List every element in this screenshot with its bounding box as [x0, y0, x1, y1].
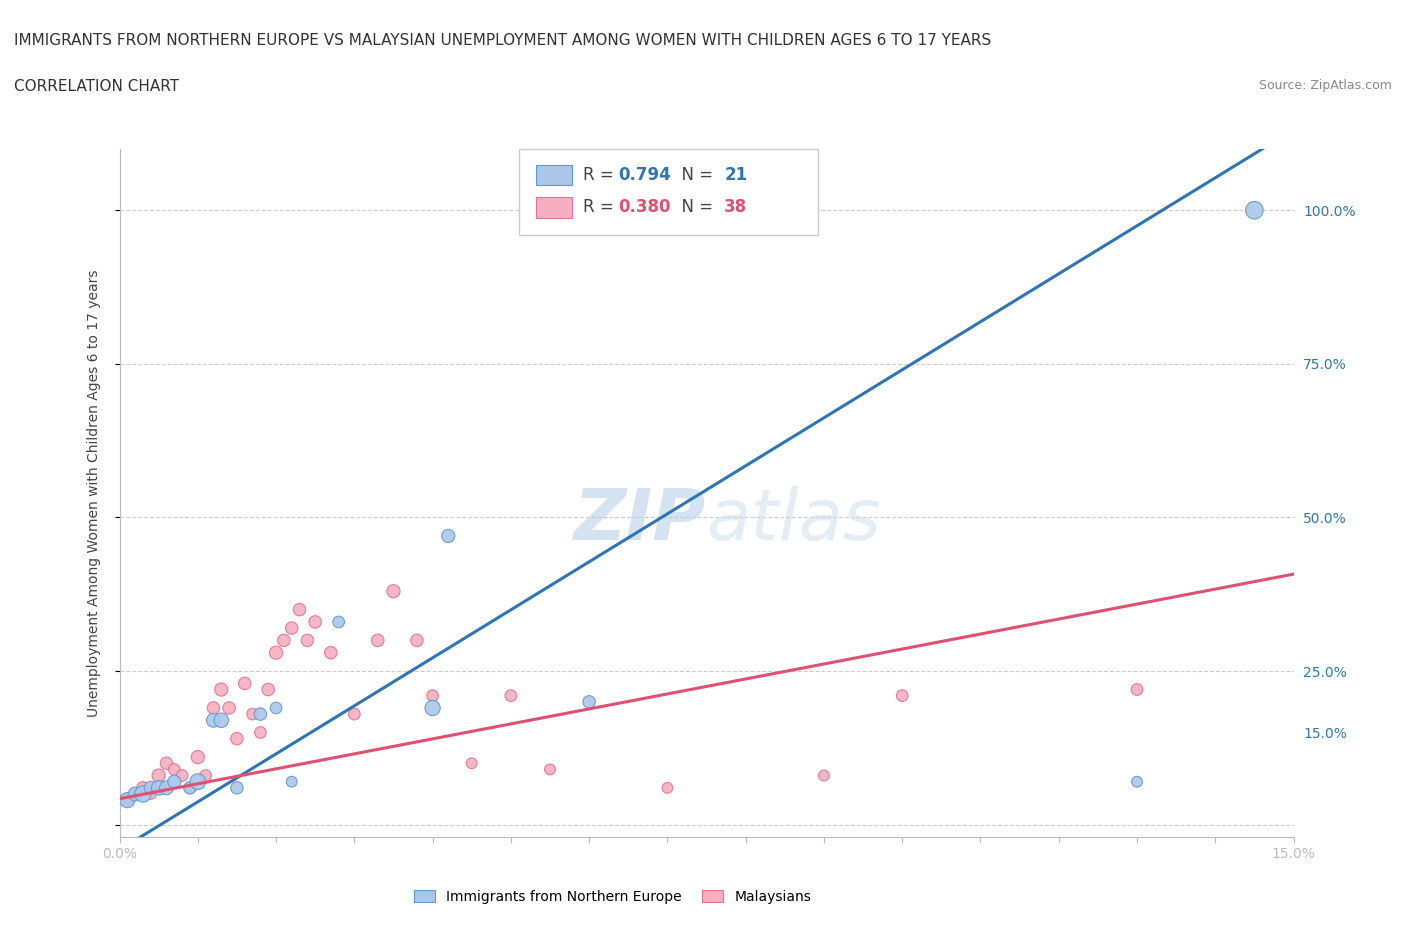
Point [187, 750, 209, 764]
Point [179, 780, 201, 795]
Point [202, 712, 225, 727]
Point [1126, 682, 1149, 697]
Point [273, 633, 295, 648]
Point [187, 775, 209, 790]
Point [657, 780, 679, 795]
Point [139, 780, 162, 795]
Point [328, 615, 350, 630]
Text: R =: R = [583, 166, 619, 184]
Point [209, 712, 232, 727]
FancyBboxPatch shape [536, 165, 571, 185]
Point [163, 775, 186, 790]
Text: atlas: atlas [707, 486, 882, 555]
Text: N =: N = [671, 166, 718, 184]
Point [319, 645, 342, 660]
Text: Source: ZipAtlas.com: Source: ZipAtlas.com [1258, 79, 1392, 92]
Point [179, 780, 201, 795]
Point [194, 768, 217, 783]
Point [813, 768, 835, 783]
Point [264, 645, 287, 660]
Point [499, 688, 522, 703]
Point [578, 695, 600, 710]
FancyBboxPatch shape [536, 197, 571, 218]
Point [242, 707, 264, 722]
Text: IMMIGRANTS FROM NORTHERN EUROPE VS MALAYSIAN UNEMPLOYMENT AMONG WOMEN WITH CHILD: IMMIGRANTS FROM NORTHERN EUROPE VS MALAY… [14, 33, 991, 47]
Point [117, 792, 139, 807]
Point [280, 775, 302, 790]
Point [124, 787, 146, 802]
Text: 0.380: 0.380 [619, 198, 671, 217]
Point [437, 528, 460, 543]
Point [225, 731, 249, 746]
Point [304, 615, 326, 630]
FancyBboxPatch shape [519, 149, 818, 235]
Point [460, 756, 484, 771]
Point [139, 787, 162, 802]
Legend: Immigrants from Northern Europe, Malaysians: Immigrants from Northern Europe, Malaysi… [408, 884, 817, 910]
Point [422, 700, 444, 715]
Point [288, 603, 311, 618]
Point [367, 633, 389, 648]
Text: 21: 21 [724, 166, 747, 184]
Point [264, 700, 287, 715]
Point [249, 707, 271, 722]
Point [148, 768, 170, 783]
Point [382, 584, 405, 599]
Point [891, 688, 914, 703]
Point [406, 633, 429, 648]
Point [117, 792, 139, 807]
Y-axis label: Unemployment Among Women with Children Ages 6 to 17 years: Unemployment Among Women with Children A… [87, 269, 101, 717]
Point [163, 762, 186, 777]
Point [249, 725, 271, 740]
Text: ZIP: ZIP [574, 486, 707, 555]
Point [280, 620, 302, 635]
Point [233, 676, 256, 691]
Point [422, 688, 444, 703]
Point [172, 768, 194, 783]
Point [218, 700, 240, 715]
Text: R =: R = [583, 198, 619, 217]
Point [124, 787, 146, 802]
Point [155, 756, 177, 771]
Point [155, 780, 177, 795]
Point [148, 780, 170, 795]
Text: 38: 38 [724, 198, 747, 217]
Point [1243, 203, 1265, 218]
Point [132, 787, 155, 802]
Text: N =: N = [671, 198, 718, 217]
Point [343, 707, 366, 722]
Point [132, 780, 155, 795]
Point [209, 682, 232, 697]
Point [225, 780, 249, 795]
Point [257, 682, 280, 697]
Text: CORRELATION CHART: CORRELATION CHART [14, 79, 179, 94]
Point [202, 700, 225, 715]
Text: 0.794: 0.794 [619, 166, 671, 184]
Point [538, 762, 561, 777]
Point [297, 633, 319, 648]
Point [1126, 775, 1149, 790]
